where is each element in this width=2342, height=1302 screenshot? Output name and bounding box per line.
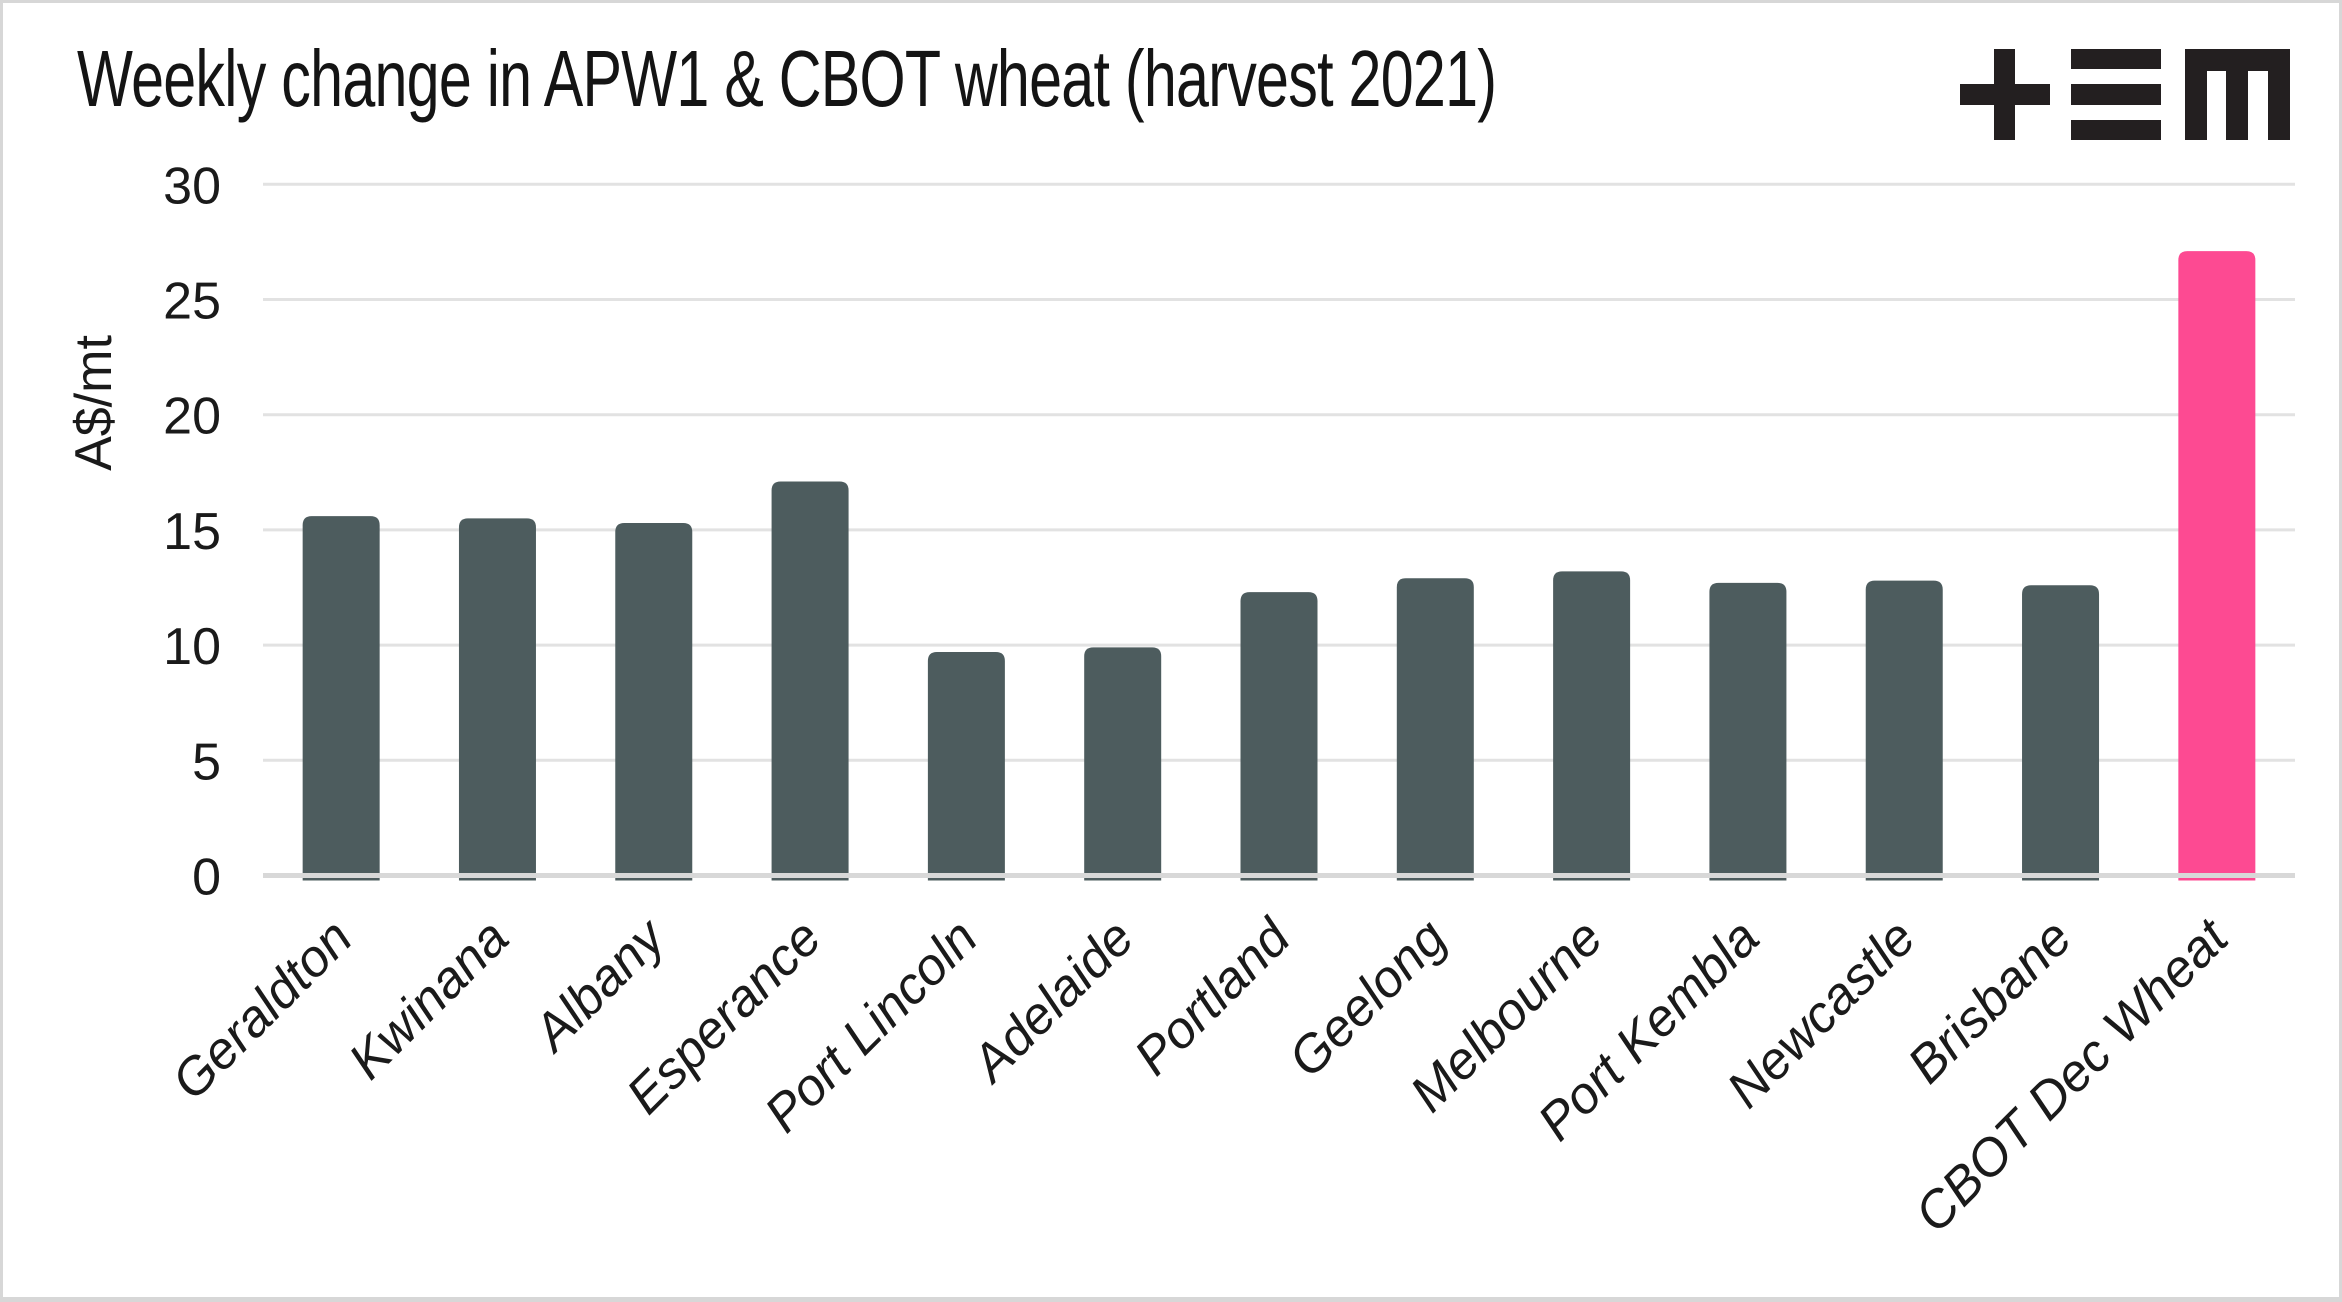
logo-plus-glyph	[1960, 49, 2050, 140]
bar-portland	[1240, 592, 1318, 881]
x-axis-tick-label-adelaide: Adelaide	[959, 908, 1145, 1094]
bar-adelaide	[1084, 647, 1162, 881]
y-axis-tick-label: 30	[163, 157, 221, 215]
bar-melbourne	[1553, 571, 1631, 881]
bar-esperance	[771, 481, 849, 881]
bar-geraldton	[302, 516, 380, 881]
bar-port-lincoln	[927, 652, 1005, 881]
bar-albany	[615, 522, 693, 881]
x-axis-tick-label-geraldton: Geraldton	[161, 908, 363, 1110]
y-axis-tick-label: 10	[163, 618, 221, 676]
bar-brisbane	[2022, 585, 2100, 881]
y-axis-tick-label: 25	[163, 273, 221, 331]
x-axis-tick-label-kwinana: Kwinana	[338, 908, 520, 1090]
bar-geelong	[1396, 578, 1474, 881]
bar-port-kembla	[1709, 582, 1787, 881]
tem-logo-icon	[1960, 49, 2290, 140]
x-axis-tick-label-portland: Portland	[1124, 907, 1303, 1086]
y-axis-tick-label: 20	[163, 388, 221, 446]
y-axis-tick-label: 5	[192, 733, 221, 791]
bar-cbot-dec-wheat	[2178, 251, 2256, 881]
bar-kwinana	[458, 518, 536, 881]
chart-title: Weekly change in APW1 & CBOT wheat (harv…	[77, 34, 1497, 123]
y-axis-tick-label: 0	[192, 849, 221, 907]
y-axis-tick-label: 15	[163, 503, 221, 561]
x-axis-tick-label-albany: Albany	[521, 906, 679, 1064]
logo-equals-glyph	[2071, 49, 2161, 140]
logo-m-glyph	[2185, 49, 2290, 140]
y-axis-title: A$/mt	[65, 335, 123, 471]
bar-newcastle	[1865, 580, 1943, 881]
